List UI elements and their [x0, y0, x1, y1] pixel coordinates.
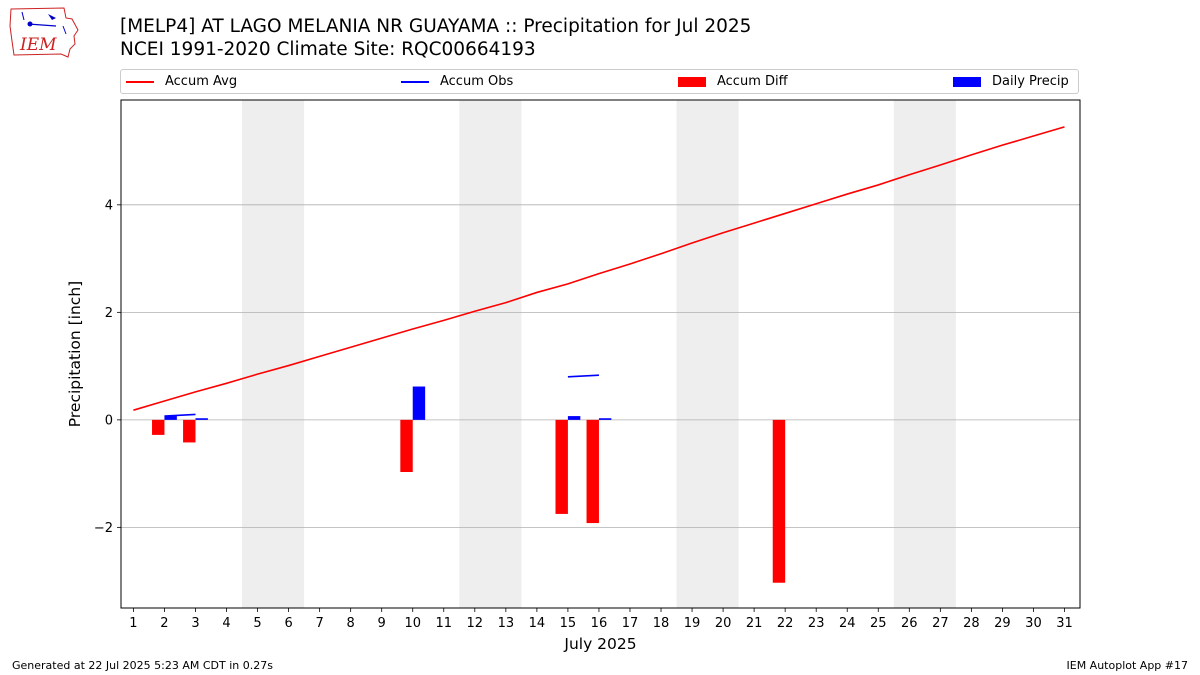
x-tick-label-6: 6	[284, 616, 292, 631]
x-tick-label-31: 31	[1056, 616, 1073, 631]
x-tick-label-26: 26	[901, 616, 918, 631]
daily-precip-bar-1	[164, 416, 177, 420]
x-tick-label-14: 14	[529, 616, 546, 631]
x-axis-label: July 2025	[563, 635, 636, 653]
accum-obs-segment-1	[164, 413, 196, 417]
x-tick-label-22: 22	[777, 616, 794, 631]
y-tick-label-2: 2	[105, 306, 113, 321]
x-tick-label-20: 20	[715, 616, 732, 631]
chart-subtitle: NCEI 1991-2020 Climate Site: RQC00664193	[120, 39, 536, 60]
x-tick-label-27: 27	[932, 616, 949, 631]
legend-item-accum-diff: Accum Diff	[678, 70, 788, 93]
daily-precip-bar-2	[195, 418, 208, 420]
x-tick-label-10: 10	[404, 616, 421, 631]
x-tick-label-5: 5	[253, 616, 261, 631]
legend-label-daily-precip: Daily Precip	[992, 74, 1069, 89]
weekend-shade-2	[459, 100, 522, 608]
app-credit: IEM Autoplot App #17	[1066, 659, 1189, 672]
x-tick-label-9: 9	[378, 616, 386, 631]
accum-diff-bar-2	[183, 419, 196, 443]
y-tick-label-1: 0	[105, 413, 113, 428]
accum-diff-bar-6	[772, 419, 786, 583]
accum-avg-line	[133, 126, 1065, 411]
x-tick-label-15: 15	[560, 616, 577, 631]
accum-diff-bar-3	[400, 419, 413, 472]
y-tick-label-0: −2	[94, 521, 113, 536]
accum-diff-bar-4	[555, 419, 568, 514]
daily-precip-bar-4	[567, 416, 581, 420]
chart-legend: Accum Avg Accum Obs Accum Diff Daily Pre…	[120, 69, 1079, 94]
x-tick-label-25: 25	[870, 616, 887, 631]
x-tick-label-4: 4	[222, 616, 230, 631]
legend-swatch-daily-precip	[953, 76, 981, 87]
x-tick-label-7: 7	[315, 616, 323, 631]
legend-label-accum-diff: Accum Diff	[717, 74, 788, 89]
x-tick-label-3: 3	[191, 616, 199, 631]
x-tick-label-18: 18	[653, 616, 670, 631]
x-tick-label-17: 17	[622, 616, 639, 631]
logo-text: IEM	[19, 35, 57, 55]
x-tick-label-16: 16	[591, 616, 608, 631]
y-axis-label: Precipitation [inch]	[66, 281, 84, 427]
x-tick-label-2: 2	[160, 616, 168, 631]
x-tick-label-11: 11	[435, 616, 452, 631]
plot-frame	[120, 99, 1081, 609]
x-tick-label-29: 29	[994, 616, 1011, 631]
legend-label-accum-obs: Accum Obs	[440, 74, 514, 89]
generated-note: Generated at 22 Jul 2025 5:23 AM CDT in …	[12, 659, 273, 672]
daily-precip-bar-3	[412, 386, 426, 420]
chart-title: [MELP4] AT LAGO MELANIA NR GUAYAMA :: Pr…	[120, 16, 752, 37]
accum-diff-bar-5	[586, 419, 599, 524]
weekend-shade-4	[893, 100, 956, 608]
x-tick-label-12: 12	[467, 616, 484, 631]
legend-item-accum-obs: Accum Obs	[401, 70, 513, 93]
x-tick-label-28: 28	[963, 616, 980, 631]
accum-diff-bar-1	[152, 419, 165, 435]
x-tick-label-8: 8	[347, 616, 355, 631]
legend-label-accum-avg: Accum Avg	[165, 74, 238, 89]
legend-item-daily-precip: Daily Precip	[953, 70, 1069, 93]
x-tick-label-19: 19	[684, 616, 701, 631]
legend-swatch-accum-diff	[678, 76, 706, 87]
weekend-shade-3	[676, 100, 739, 608]
x-tick-label-24: 24	[839, 616, 856, 631]
weekend-shade-1	[242, 100, 305, 608]
accum-obs-segment-2	[567, 374, 599, 378]
legend-swatch-accum-avg	[126, 80, 154, 83]
x-tick-label-13: 13	[498, 616, 515, 631]
y-tick-label-3: 4	[105, 198, 113, 213]
x-tick-label-23: 23	[808, 616, 825, 631]
iem-logo: IEM	[9, 7, 79, 58]
daily-precip-bar-5	[598, 418, 612, 420]
legend-item-accum-avg: Accum Avg	[126, 70, 237, 93]
x-tick-label-30: 30	[1025, 616, 1042, 631]
legend-swatch-accum-obs	[401, 80, 429, 83]
x-tick-label-21: 21	[746, 616, 763, 631]
x-tick-label-1: 1	[129, 616, 137, 631]
